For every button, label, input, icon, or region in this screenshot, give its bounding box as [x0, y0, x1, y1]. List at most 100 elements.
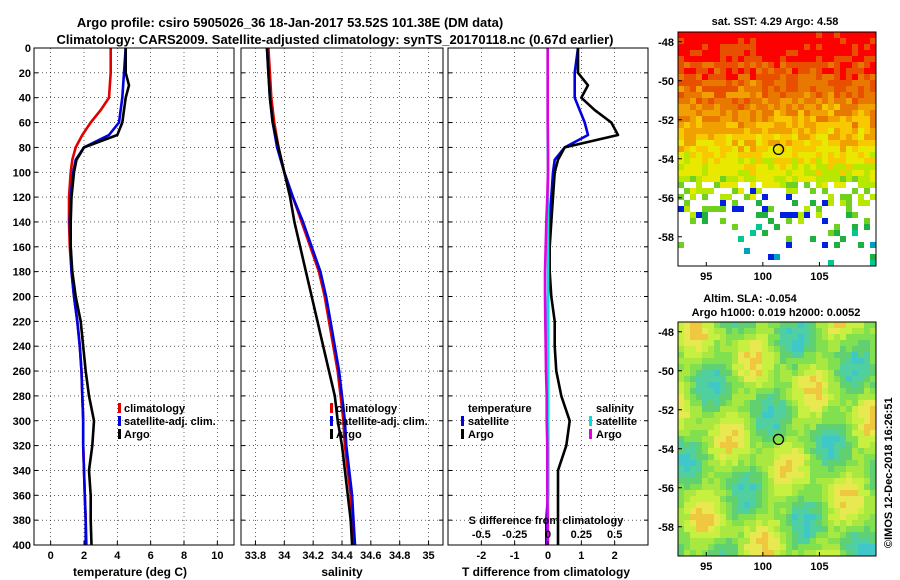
map-cell: [756, 472, 762, 478]
map-cell: [756, 68, 762, 74]
map-cell: [678, 352, 684, 358]
map-cell: [834, 328, 840, 334]
map-cell: [684, 44, 690, 50]
map-cell: [822, 370, 828, 376]
map-cell: [702, 448, 708, 454]
map-cell: [780, 418, 786, 424]
map-cell: [714, 146, 720, 152]
map-cell: [852, 460, 858, 466]
map-cell: [696, 110, 702, 116]
map-cell: [762, 412, 768, 418]
y-tick-label: 380: [13, 515, 31, 527]
map-cell: [858, 544, 864, 550]
map-cell: [804, 478, 810, 484]
map-cell: [858, 436, 864, 442]
map-cell: [690, 146, 696, 152]
map-cell: [684, 466, 690, 472]
map-cell: [792, 346, 798, 352]
map-cell: [768, 400, 774, 406]
map-cell: [864, 454, 870, 460]
map-cell: [738, 430, 744, 436]
map-cell: [768, 418, 774, 424]
map-cell: [678, 104, 684, 110]
map-cell: [696, 38, 702, 44]
map-cell: [708, 532, 714, 538]
map-cell: [732, 376, 738, 382]
map-cell: [684, 110, 690, 116]
map-cell: [792, 334, 798, 340]
map-cell: [768, 406, 774, 412]
map-cell: [774, 104, 780, 110]
map-cell: [804, 544, 810, 550]
map-cell: [726, 418, 732, 424]
map-cell: [732, 484, 738, 490]
map-cell: [786, 340, 792, 346]
y-tick-label: 120: [13, 192, 31, 204]
map-cell: [810, 532, 816, 538]
map-cell: [750, 38, 756, 44]
map-cell: [822, 538, 828, 544]
map-cell: [822, 116, 828, 122]
map-cell: [792, 140, 798, 146]
map-y-tick-label: -54: [658, 444, 675, 456]
map-cell: [834, 514, 840, 520]
map-cell: [774, 340, 780, 346]
map-cell: [678, 206, 684, 212]
map-cell: [720, 370, 726, 376]
map-cell: [810, 472, 816, 478]
map-cell: [732, 206, 738, 212]
map-y-tick-label: -58: [658, 232, 674, 244]
map-cell: [846, 466, 852, 472]
map-cell: [762, 364, 768, 370]
map-cell: [846, 200, 852, 206]
x-tick-label: -2: [476, 550, 486, 562]
map-cell: [720, 430, 726, 436]
map-cell: [840, 424, 846, 430]
map-cell: [864, 472, 870, 478]
map-cell: [870, 140, 876, 146]
map-cell: [828, 544, 834, 550]
map-cell: [798, 442, 804, 448]
map-cell: [726, 50, 732, 56]
map-cell: [732, 328, 738, 334]
map-cell: [870, 520, 876, 526]
map-cell: [756, 424, 762, 430]
map-cell: [726, 436, 732, 442]
map-cell: [762, 538, 768, 544]
map-cell: [846, 110, 852, 116]
map-cell: [846, 74, 852, 80]
map-cell: [816, 460, 822, 466]
map-cell: [870, 376, 876, 382]
map-cell: [846, 340, 852, 346]
map-cell: [810, 62, 816, 68]
map-cell: [762, 92, 768, 98]
map-cell: [822, 550, 828, 556]
map-cell: [768, 358, 774, 364]
map-cell: [714, 460, 720, 466]
map-cell: [726, 370, 732, 376]
map-cell: [690, 430, 696, 436]
map-cell: [792, 104, 798, 110]
map-cell: [780, 412, 786, 418]
map-cell: [846, 442, 852, 448]
map-cell: [738, 86, 744, 92]
map-cell: [816, 478, 822, 484]
map-cell: [840, 472, 846, 478]
map-cell: [732, 436, 738, 442]
map-cell: [678, 176, 684, 182]
map-cell: [852, 224, 858, 230]
map-cell: [720, 50, 726, 56]
map-cell: [702, 122, 708, 128]
map-cell: [684, 358, 690, 364]
map-cell: [816, 146, 822, 152]
map-cell: [738, 328, 744, 334]
map-cell: [870, 134, 876, 140]
map-cell: [690, 352, 696, 358]
map-cell: [732, 490, 738, 496]
map-cell: [864, 430, 870, 436]
map-cell: [720, 502, 726, 508]
map-cell: [684, 188, 690, 194]
map-cell: [744, 538, 750, 544]
map-cell: [792, 508, 798, 514]
map-cell: [768, 538, 774, 544]
